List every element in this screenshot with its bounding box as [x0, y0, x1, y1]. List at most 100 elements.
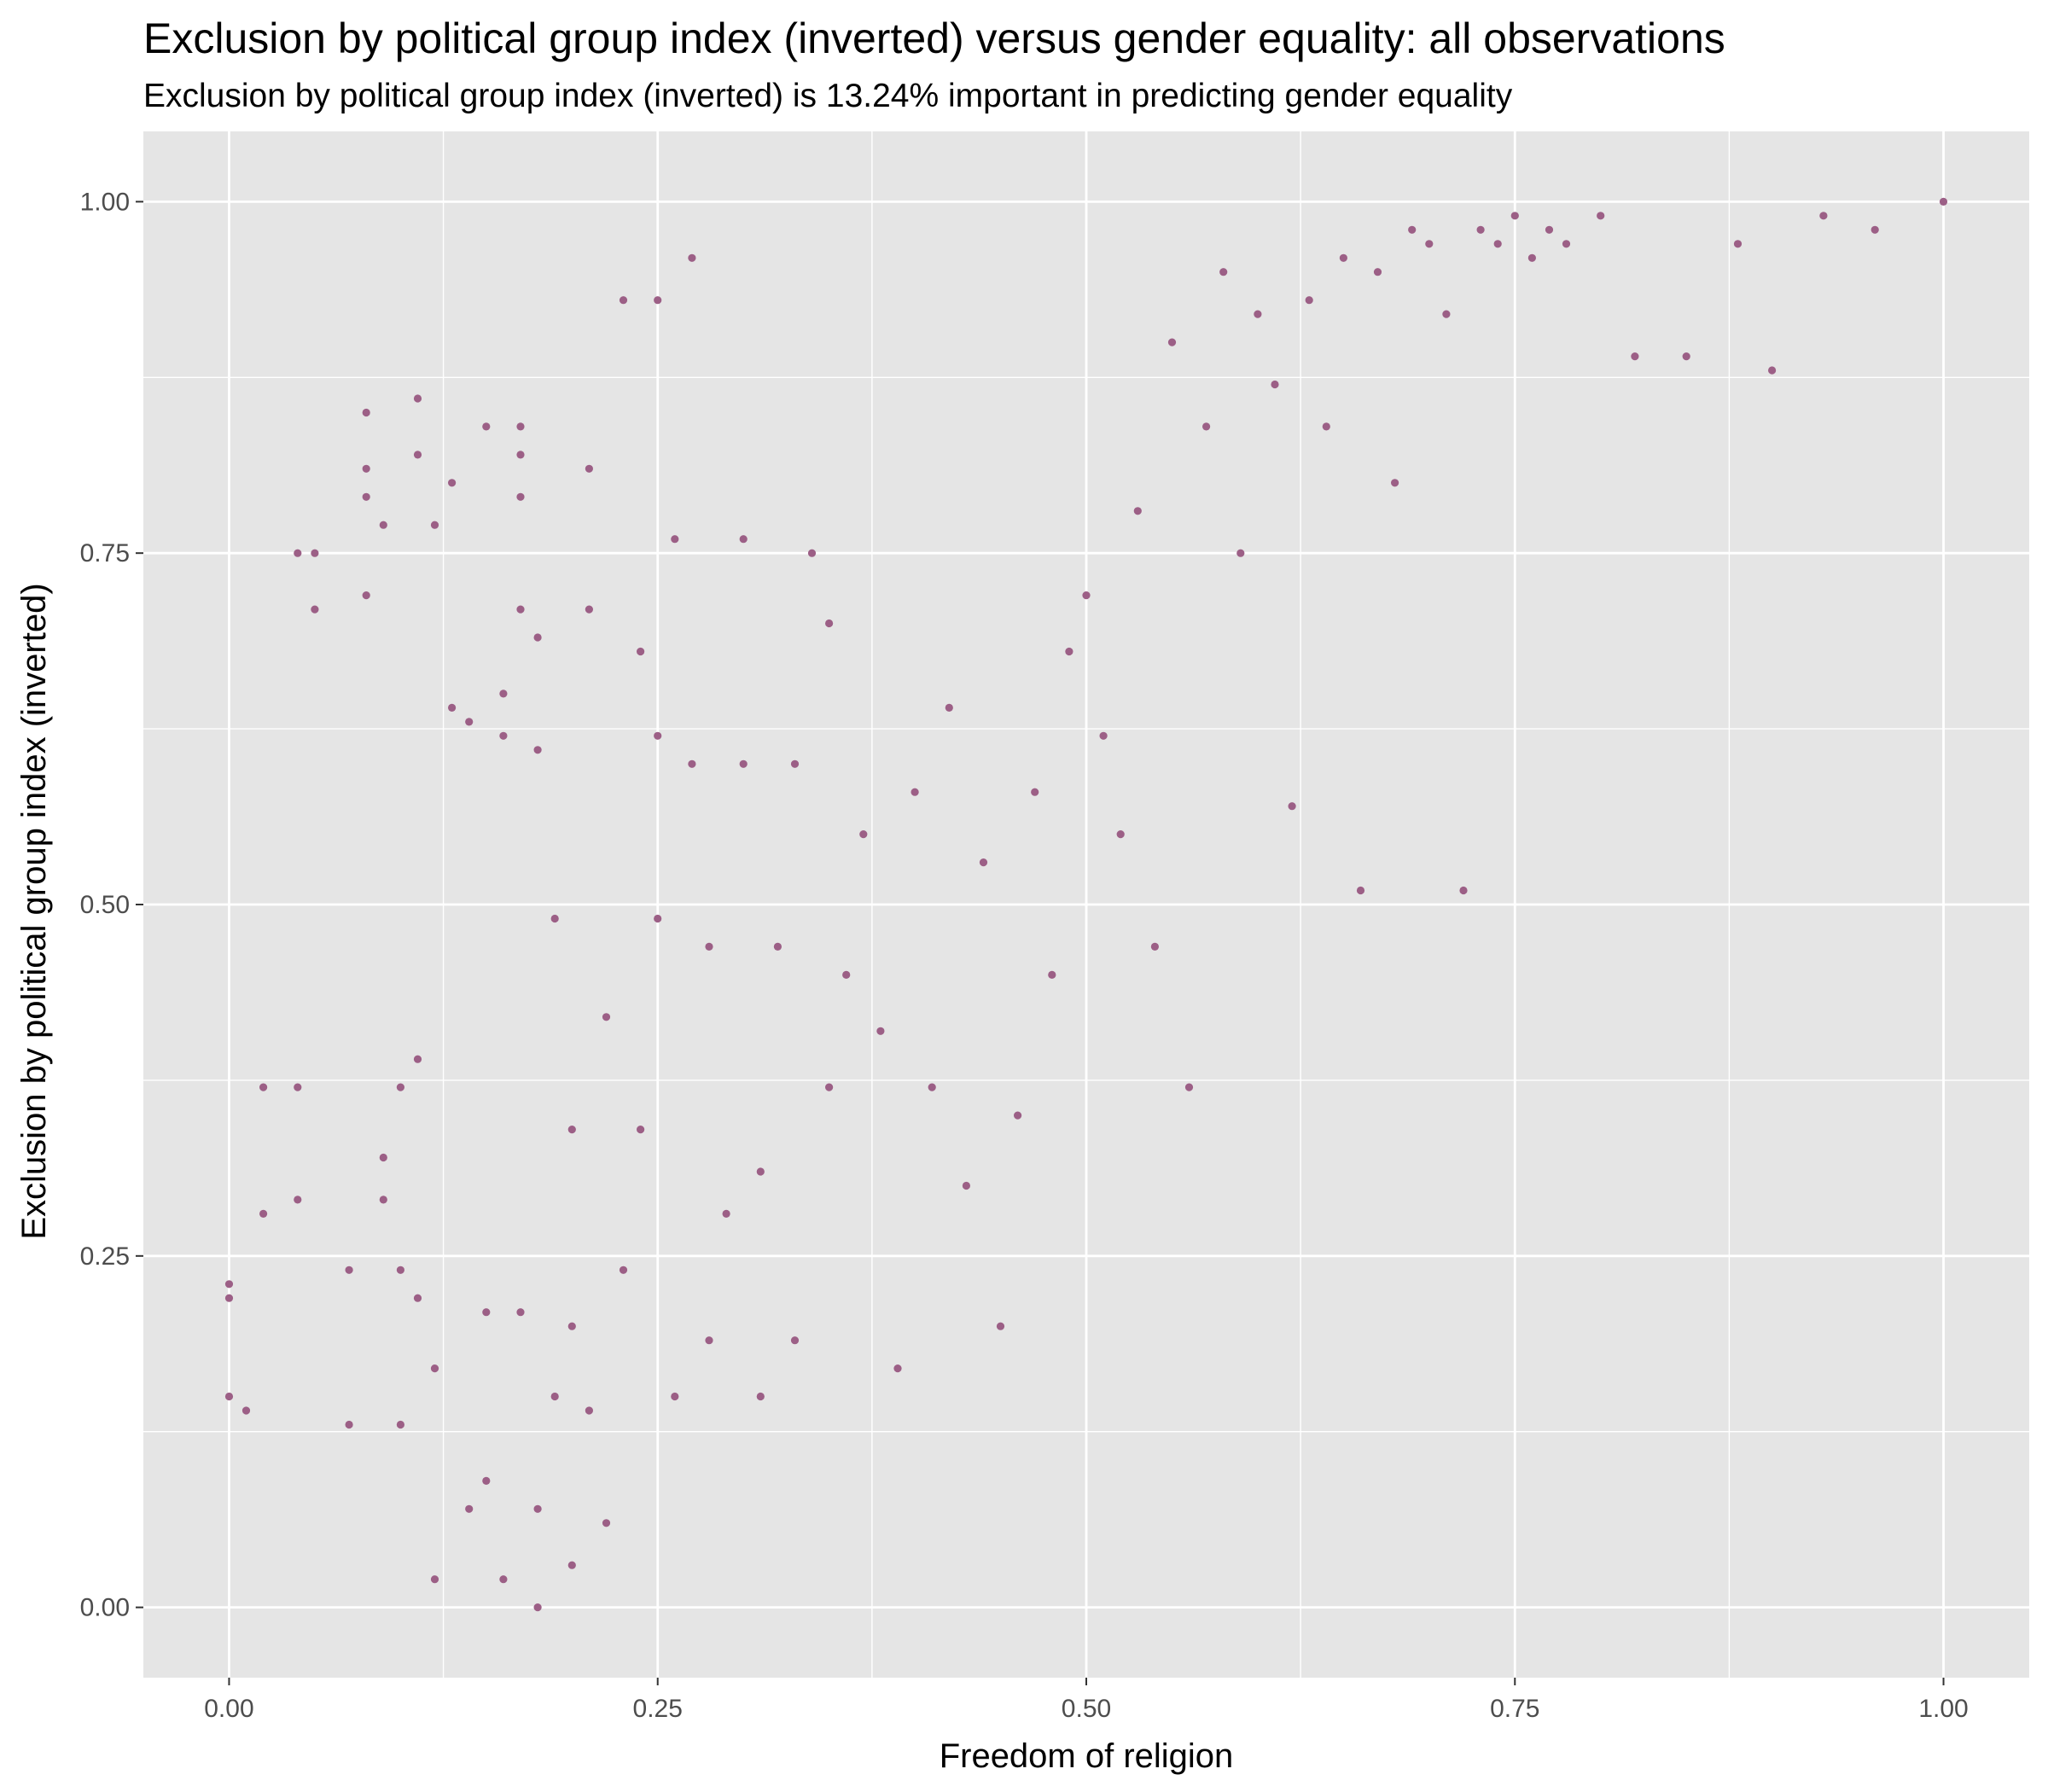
data-point — [448, 703, 457, 713]
data-point — [807, 549, 817, 557]
data-point — [516, 492, 525, 501]
x-tick-label: 0.75 — [1490, 1695, 1539, 1723]
y-tick-label: 0.00 — [80, 1594, 130, 1622]
data-point — [619, 296, 628, 305]
data-point — [585, 1406, 594, 1415]
data-point — [1425, 240, 1434, 248]
data-point — [790, 1336, 800, 1345]
data-point — [688, 253, 696, 262]
data-point — [413, 394, 422, 403]
data-point — [1562, 240, 1571, 248]
data-point — [396, 1265, 404, 1274]
data-point — [1236, 549, 1245, 557]
data-point — [1819, 212, 1828, 220]
data-point — [1288, 802, 1296, 811]
data-point — [825, 619, 834, 628]
data-point — [482, 1308, 491, 1317]
data-point — [756, 1167, 765, 1176]
data-point — [1682, 352, 1690, 361]
data-point — [1133, 507, 1142, 515]
y-tick-label: 0.75 — [80, 539, 130, 567]
data-point — [637, 647, 645, 656]
data-point — [1408, 225, 1417, 234]
data-point — [1254, 310, 1262, 318]
data-point — [1271, 380, 1279, 389]
data-point — [962, 1181, 970, 1190]
data-point — [396, 1420, 404, 1429]
data-point — [688, 759, 696, 768]
y-tick-label: 1.00 — [80, 188, 130, 216]
data-point — [1082, 591, 1091, 600]
data-point — [1733, 240, 1743, 248]
data-point — [259, 1083, 268, 1091]
data-point — [1322, 422, 1330, 431]
data-point — [499, 689, 508, 698]
data-point — [1339, 253, 1347, 262]
data-point — [859, 830, 868, 839]
data-points — [224, 197, 1948, 1612]
data-point — [1048, 970, 1056, 979]
data-point — [722, 1209, 730, 1218]
data-point — [602, 1013, 611, 1021]
data-point — [619, 1265, 628, 1274]
y-tick-label: 0.25 — [80, 1242, 130, 1271]
data-point — [1442, 310, 1451, 318]
x-tick-label: 0.50 — [1062, 1695, 1111, 1723]
data-point — [294, 1083, 302, 1091]
data-point — [241, 1406, 251, 1415]
y-tick-label: 0.50 — [80, 891, 130, 919]
chart-title: Exclusion by political group index (inve… — [143, 15, 1725, 62]
data-point — [550, 1392, 559, 1401]
data-point — [1459, 886, 1468, 895]
data-point — [379, 521, 387, 529]
data-point — [602, 1519, 611, 1527]
data-point — [1939, 197, 1948, 206]
data-point — [842, 970, 851, 979]
data-point — [567, 1322, 576, 1330]
axis-ticks: 0.00 0.25 0.50 0.75 1.00 0.00 0.25 0.50 0.75 1.00 — [80, 188, 1969, 1723]
data-point — [1305, 296, 1313, 305]
data-point — [413, 1294, 422, 1302]
data-point — [311, 549, 319, 557]
data-point — [259, 1209, 268, 1218]
data-point — [654, 296, 662, 305]
data-point — [654, 914, 662, 923]
data-point — [996, 1322, 1005, 1330]
y-axis-title: Exclusion by political group index (inve… — [15, 583, 53, 1240]
data-point — [671, 535, 679, 544]
data-point — [1391, 479, 1399, 487]
data-point — [567, 1126, 576, 1134]
data-point — [1768, 366, 1777, 375]
data-point — [362, 492, 370, 501]
data-point — [1527, 253, 1536, 262]
chart-subtitle: Exclusion by political group index (inve… — [143, 78, 1513, 114]
data-point — [516, 422, 525, 431]
data-point — [705, 942, 713, 951]
data-point — [379, 1196, 387, 1204]
data-point — [345, 1420, 353, 1429]
data-point — [1373, 268, 1382, 276]
data-point — [1202, 422, 1211, 431]
data-point — [705, 1336, 713, 1345]
data-point — [671, 1392, 679, 1401]
data-point — [567, 1561, 576, 1569]
data-point — [739, 535, 748, 544]
data-point — [413, 451, 422, 459]
data-point — [1184, 1083, 1194, 1091]
x-tick-label: 0.25 — [633, 1695, 683, 1723]
data-point — [465, 718, 474, 726]
data-point — [1510, 212, 1519, 220]
data-point — [1099, 731, 1108, 740]
data-point — [790, 759, 800, 768]
data-point — [1150, 942, 1159, 951]
x-tick-label: 1.00 — [1918, 1695, 1968, 1723]
x-tick-label: 0.00 — [204, 1695, 253, 1723]
data-point — [224, 1294, 234, 1302]
data-point — [1065, 647, 1073, 656]
data-point — [482, 422, 491, 431]
data-point — [1014, 1111, 1022, 1120]
data-point — [1219, 268, 1228, 276]
data-point — [465, 1504, 474, 1513]
data-point — [1356, 886, 1365, 895]
